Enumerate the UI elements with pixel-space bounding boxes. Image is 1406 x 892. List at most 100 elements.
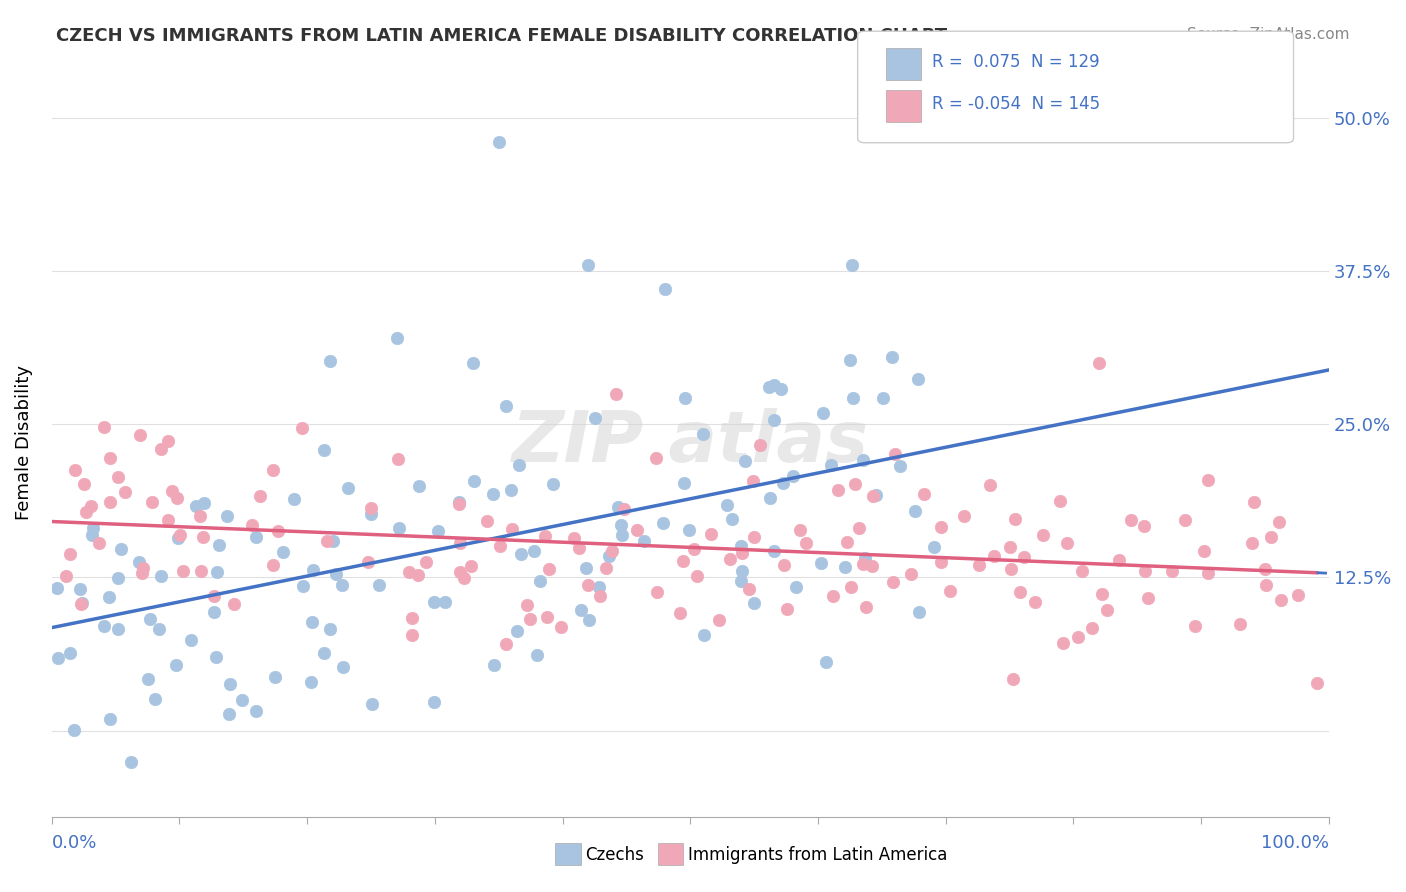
Point [245, 529, 267, 543]
Point [1052, 636, 1074, 650]
Point [979, 478, 1001, 492]
Point [207, 538, 229, 552]
Point [401, 611, 423, 625]
Point [224, 598, 246, 612]
Point [202, 589, 225, 603]
Point [575, 561, 598, 575]
Point [449, 535, 471, 549]
Point [837, 535, 859, 549]
Point [889, 458, 911, 473]
Point [80, 499, 103, 513]
Point [100, 495, 122, 509]
Point [707, 613, 730, 627]
Point [271, 545, 294, 559]
Point [904, 504, 927, 518]
Point [872, 392, 894, 406]
Point [550, 619, 572, 633]
Point [860, 558, 883, 573]
Point [368, 578, 391, 592]
Point [759, 491, 782, 506]
Point [907, 372, 929, 386]
Point [336, 481, 359, 495]
Point [519, 612, 541, 626]
Point [166, 531, 188, 545]
Point [107, 470, 129, 484]
Point [672, 475, 695, 490]
Point [693, 628, 716, 642]
Point [449, 494, 471, 508]
Point [191, 530, 214, 544]
Point [141, 494, 163, 508]
Point [332, 578, 354, 592]
Point [149, 442, 172, 457]
Point [501, 483, 523, 497]
Point [1067, 630, 1090, 644]
Point [463, 474, 485, 488]
Point [415, 555, 437, 569]
Point [613, 501, 636, 516]
Point [758, 380, 780, 394]
Point [1004, 512, 1026, 526]
Point [422, 695, 444, 709]
Point [385, 331, 408, 345]
Point [219, 676, 242, 690]
Point [1305, 676, 1327, 690]
Point [1184, 619, 1206, 633]
Point [188, 509, 211, 524]
Point [460, 559, 482, 574]
Point [1091, 587, 1114, 601]
Point [652, 516, 675, 530]
Text: CZECH VS IMMIGRANTS FROM LATIN AMERICA FEMALE DISABILITY CORRELATION CHART: CZECH VS IMMIGRANTS FROM LATIN AMERICA F… [56, 27, 948, 45]
Point [820, 458, 842, 473]
Point [626, 523, 648, 537]
Point [401, 628, 423, 642]
Point [775, 602, 797, 616]
Point [93, 619, 115, 633]
Point [1081, 621, 1104, 635]
Text: R =  0.075  N = 129: R = 0.075 N = 129 [932, 54, 1099, 71]
Point [853, 551, 876, 566]
Point [605, 387, 627, 401]
Point [70, 597, 93, 611]
Point [523, 543, 546, 558]
Point [302, 563, 325, 577]
Point [180, 632, 202, 647]
Point [398, 566, 420, 580]
Point [484, 657, 506, 672]
Point [59, 646, 82, 660]
Point [692, 427, 714, 442]
Text: ZIP atlas: ZIP atlas [512, 408, 869, 477]
Point [785, 580, 807, 594]
Point [841, 258, 863, 272]
Point [734, 453, 756, 467]
Point [114, 484, 136, 499]
Point [291, 579, 314, 593]
Point [686, 568, 709, 582]
Point [821, 589, 844, 603]
Point [1000, 562, 1022, 576]
Point [763, 544, 786, 558]
Point [165, 657, 187, 672]
Point [1119, 513, 1142, 527]
Point [852, 557, 875, 571]
Point [842, 391, 865, 405]
Point [533, 529, 555, 543]
Point [654, 282, 676, 296]
Point [834, 560, 856, 574]
Point [748, 438, 770, 452]
Point [716, 498, 738, 512]
Point [1032, 527, 1054, 541]
Point [263, 670, 285, 684]
Point [839, 580, 862, 594]
Point [301, 615, 323, 629]
Point [742, 530, 765, 544]
Point [245, 704, 267, 718]
Y-axis label: Female Disability: Female Disability [15, 365, 32, 520]
Point [1000, 540, 1022, 554]
Point [1174, 513, 1197, 527]
Point [166, 491, 188, 506]
Text: 0.0%: 0.0% [52, 834, 97, 852]
Point [731, 546, 754, 560]
Point [63, 723, 86, 738]
Point [489, 539, 512, 553]
